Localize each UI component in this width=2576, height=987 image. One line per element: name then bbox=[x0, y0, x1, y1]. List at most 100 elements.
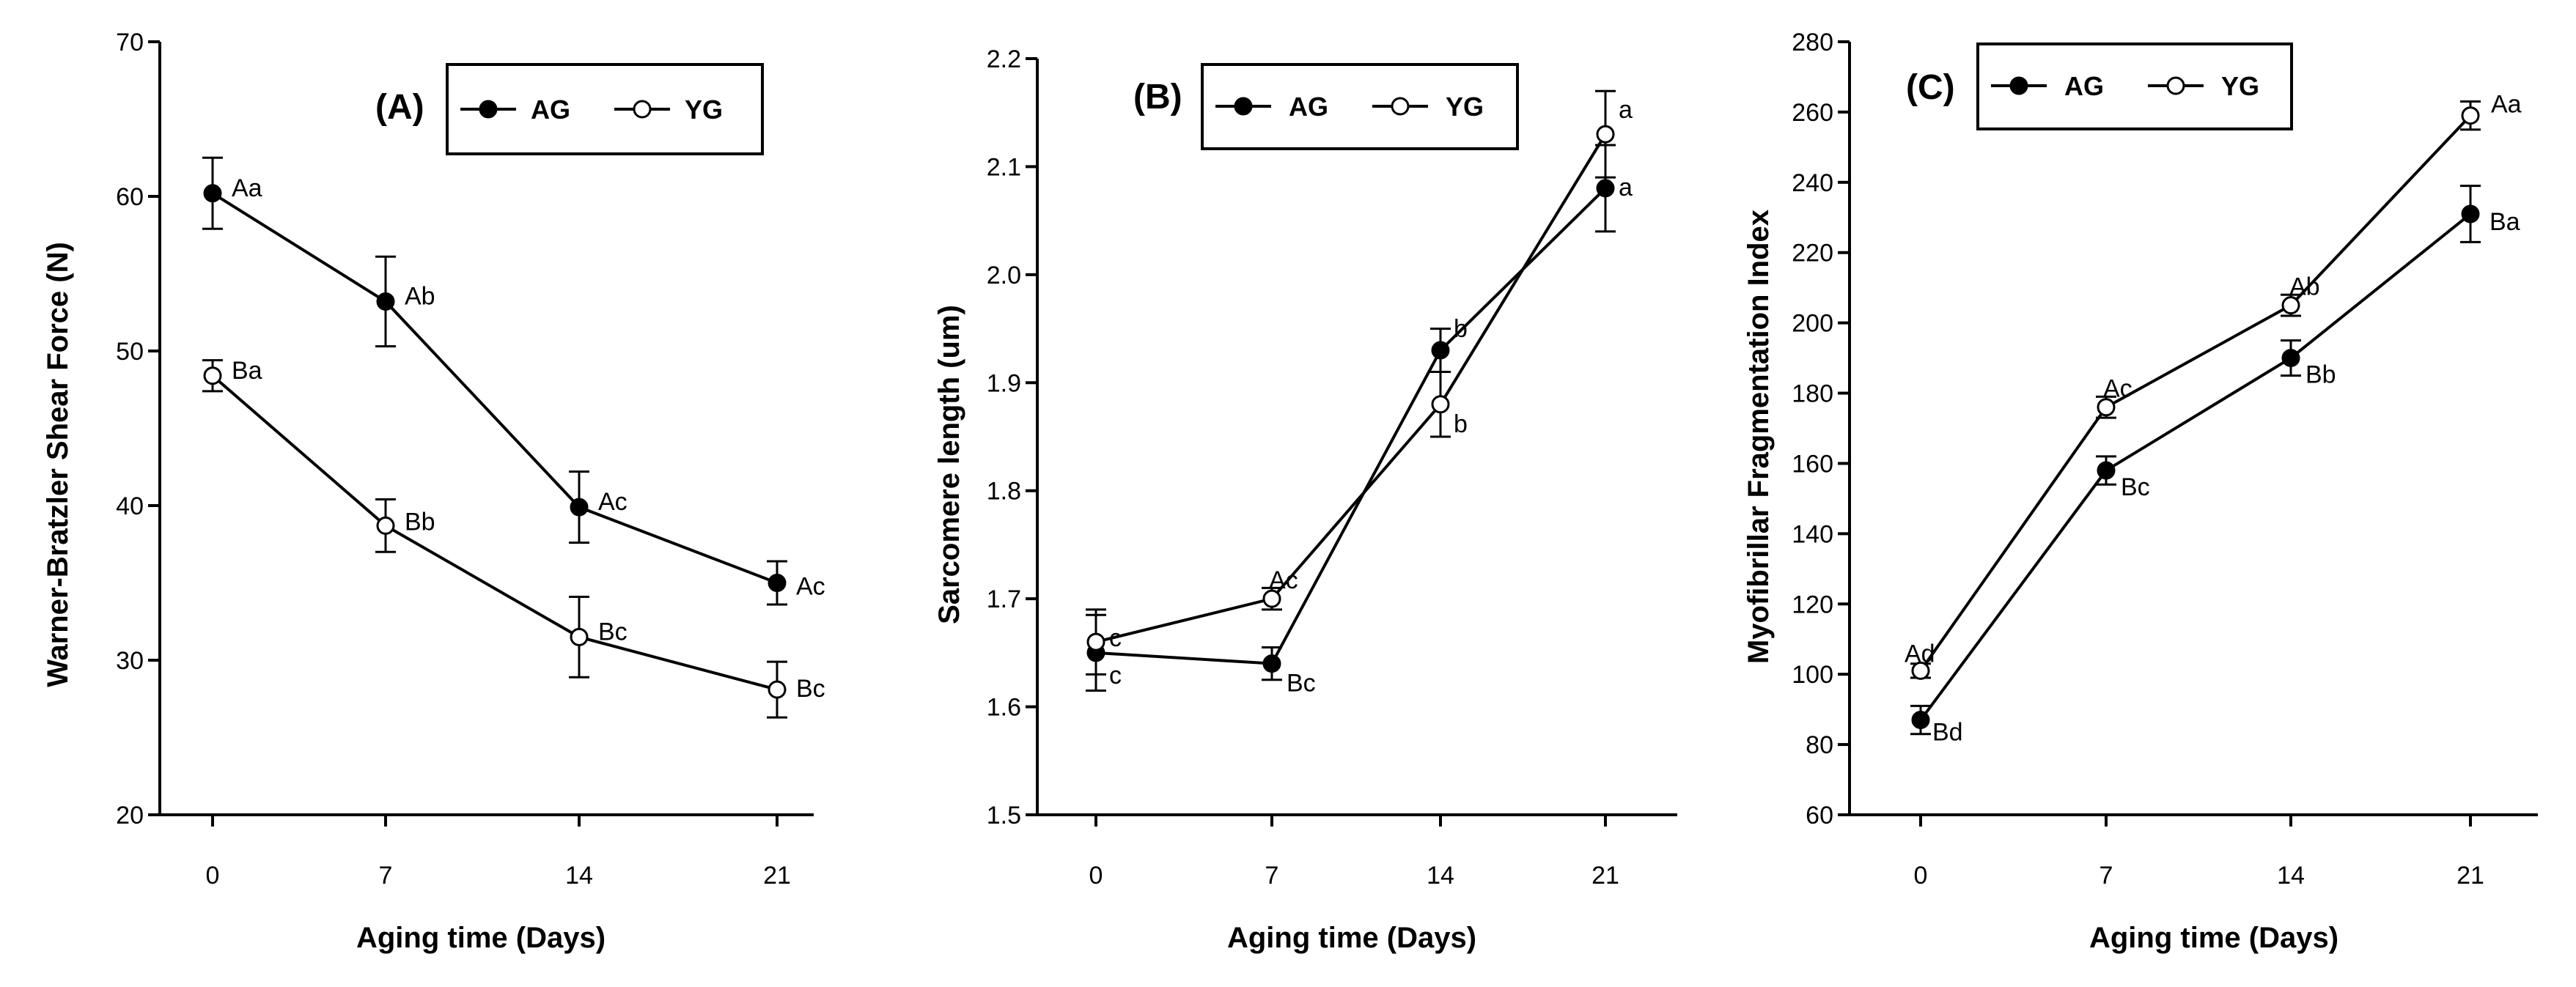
panel-b-yg-series-line bbox=[1095, 133, 1607, 644]
panel-a-yg-point bbox=[768, 680, 787, 699]
panel-c-yg-series-line bbox=[1919, 114, 2472, 672]
panel-a-y-tick-label: 30 bbox=[116, 647, 144, 675]
panel-c-y-tick-label: 120 bbox=[1792, 591, 1833, 618]
panel-b-yg-point bbox=[1431, 395, 1450, 414]
panel-c-y-tick-label: 80 bbox=[1806, 731, 1833, 759]
panel-c-ag-point bbox=[2461, 204, 2480, 223]
panel-c-yg-point bbox=[2461, 106, 2480, 125]
panel-c-y-tick-label: 140 bbox=[1792, 520, 1833, 548]
panel-b-y-tick-label: 2.2 bbox=[987, 45, 1021, 73]
panel-c-y-tick-label: 240 bbox=[1792, 169, 1833, 197]
panel-b-x-tick-label: 0 bbox=[1089, 862, 1103, 890]
panel-c-y-tick-label: 260 bbox=[1792, 99, 1833, 127]
panel-c-y-tick-label: 200 bbox=[1792, 310, 1833, 338]
panel-a-y-tick-label: 40 bbox=[116, 492, 144, 520]
panel-a-yg-point-label: Bc bbox=[796, 675, 825, 703]
panel-b-y-tick-label: 1.7 bbox=[987, 585, 1021, 613]
panel-a-y-tick-label: 60 bbox=[116, 183, 144, 211]
panel-c-legend-ag-label: AG bbox=[2064, 71, 2104, 101]
panel-a-yg-point bbox=[376, 516, 395, 535]
panel-b-ag-point-label: Bc bbox=[1287, 670, 1316, 698]
panel-a-ag-series-line bbox=[211, 192, 778, 585]
panel-b-yg-point bbox=[1086, 632, 1105, 651]
panel-a-ag-point-label: Ac bbox=[598, 488, 628, 516]
panel-c-x-tick-label: 0 bbox=[1914, 862, 1928, 890]
panel-b-ag-point-label: a bbox=[1619, 174, 1633, 202]
panel-c-y-tick-label: 180 bbox=[1792, 380, 1833, 408]
panel-b-ag-point-label: b bbox=[1454, 315, 1468, 343]
panel-a-yg-point bbox=[570, 627, 589, 646]
panel-a-ag-point bbox=[203, 184, 222, 203]
panel-c-x-tick-label: 7 bbox=[2100, 862, 2113, 890]
panel-b-x-axis-title: Aging time (Days) bbox=[1227, 922, 1476, 954]
panel-b-ag-point bbox=[1262, 654, 1281, 673]
panel-a-x-tick-label: 21 bbox=[763, 862, 791, 890]
panel-a-legend-ag-marker bbox=[479, 100, 498, 119]
panel-c-legend-ag-marker bbox=[2009, 76, 2028, 95]
panel-a-ag-point bbox=[570, 498, 589, 517]
panel-a-ag-point-label: Aa bbox=[232, 174, 262, 202]
panel-a-x-tick-label: 0 bbox=[206, 862, 220, 890]
panel-a-yg-point-label: Bc bbox=[598, 618, 628, 646]
panel-c-legend-yg-label: YG bbox=[2221, 71, 2259, 101]
panel-b-yg-point-label: b bbox=[1454, 410, 1468, 438]
panel-c-y-tick-label: 280 bbox=[1792, 29, 1833, 56]
panel-a-x-tick-label: 14 bbox=[565, 862, 593, 890]
panel-a-yg-point bbox=[203, 366, 222, 385]
panel-a-legend: AG YG bbox=[446, 63, 764, 155]
panel-c-yg-point-label: Ac bbox=[2103, 375, 2132, 403]
panel-b-yg-point-label: a bbox=[1619, 96, 1633, 124]
panel-b-yg-point-label: c bbox=[1109, 624, 1122, 652]
panel-b-yg-point bbox=[1596, 125, 1615, 144]
panel-a-ag-point-label: Ac bbox=[796, 573, 825, 601]
panel-b-ag-point-label: c bbox=[1109, 662, 1122, 690]
panel-b-y-tick-label: 1.6 bbox=[987, 694, 1021, 722]
panel-a-plot-area: 20 30 40 50 60 70 0 7 14 21 Aa Ab Ac Ac Ba Bb Bc Bc bbox=[116, 29, 825, 890]
panel-c-yg-point-label: Ab bbox=[2289, 273, 2320, 301]
panel-c-ag-point bbox=[2097, 461, 2116, 480]
panel-c-ag-point-label: Bb bbox=[2305, 361, 2336, 389]
panel-b-legend-ag-label: AG bbox=[1289, 92, 1328, 122]
panel-a-ag-point bbox=[768, 574, 787, 592]
panel-c-x-tick-label: 14 bbox=[2277, 862, 2305, 890]
panel-c-x-tick-label: 21 bbox=[2457, 862, 2484, 890]
panel-b-x-tick-label: 21 bbox=[1591, 862, 1619, 890]
panel-a-legend-yg-label: YG bbox=[685, 95, 723, 125]
panel-b-y-tick-label: 1.5 bbox=[987, 802, 1021, 829]
panel-b-plot-area: 1.5 1.6 1.7 1.8 1.9 2.0 2.1 2.2 0 7 14 21 c Bc b a c Ac b a bbox=[987, 45, 1677, 890]
panel-c-y-tick-label: 220 bbox=[1792, 240, 1833, 267]
panel-b-ag-point bbox=[1596, 179, 1615, 198]
panel-c-legend: AG YG bbox=[1976, 42, 2293, 130]
panel-c-legend-yg-marker bbox=[2166, 76, 2185, 95]
panel-b-y-axis-title: Sarcomere length (um) bbox=[933, 305, 965, 624]
panel-a-y-tick-label: 70 bbox=[116, 29, 144, 56]
panel-a-label: (A) bbox=[375, 88, 424, 127]
panel-a-x-tick-label: 7 bbox=[379, 862, 393, 890]
panel-b-yg-point bbox=[1262, 589, 1281, 608]
panel-b-y-tick-label: 1.9 bbox=[987, 369, 1021, 397]
panel-c-yg-point bbox=[2281, 296, 2300, 315]
panel-c-yg-point bbox=[1911, 661, 1930, 680]
panel-c-plot-area: 60 80 100 120 140 160 180 200 220 240 260 280 0 7 14 21… bbox=[1792, 29, 2538, 890]
panel-c-yg-point-label: Aa bbox=[2491, 91, 2522, 119]
panel-a-x-axis-title: Aging time (Days) bbox=[356, 922, 606, 954]
panel-b-label: (B) bbox=[1133, 78, 1182, 117]
panel-a-ag-point-label: Ab bbox=[405, 282, 435, 310]
panel-b-legend: AG YG bbox=[1201, 63, 1519, 150]
panel-c-x-axis-title: Aging time (Days) bbox=[2089, 922, 2338, 954]
panel-b-x-tick-label: 14 bbox=[1427, 862, 1454, 890]
panel-c-y-tick-label: 60 bbox=[1806, 802, 1833, 829]
panel-a-legend-ag-label: AG bbox=[531, 95, 570, 125]
panel-c-yg-point bbox=[2097, 398, 2116, 417]
panel-b-y-tick-label: 2.0 bbox=[987, 262, 1021, 289]
panel-c-ag-point-label: Ba bbox=[2489, 208, 2520, 236]
panel-a-legend-yg-marker bbox=[633, 100, 652, 119]
panel-a-y-tick-label: 20 bbox=[116, 802, 144, 829]
panel-a-y-axis-title: Warner-Bratzler Shear Force (N) bbox=[42, 242, 74, 687]
panel-c-ag-point bbox=[2281, 349, 2300, 368]
panel-b-y-tick-label: 2.1 bbox=[987, 153, 1021, 181]
panel-c-yg-point-label: Ad bbox=[1905, 640, 1935, 668]
panel-b-legend-yg-marker bbox=[1391, 97, 1410, 116]
